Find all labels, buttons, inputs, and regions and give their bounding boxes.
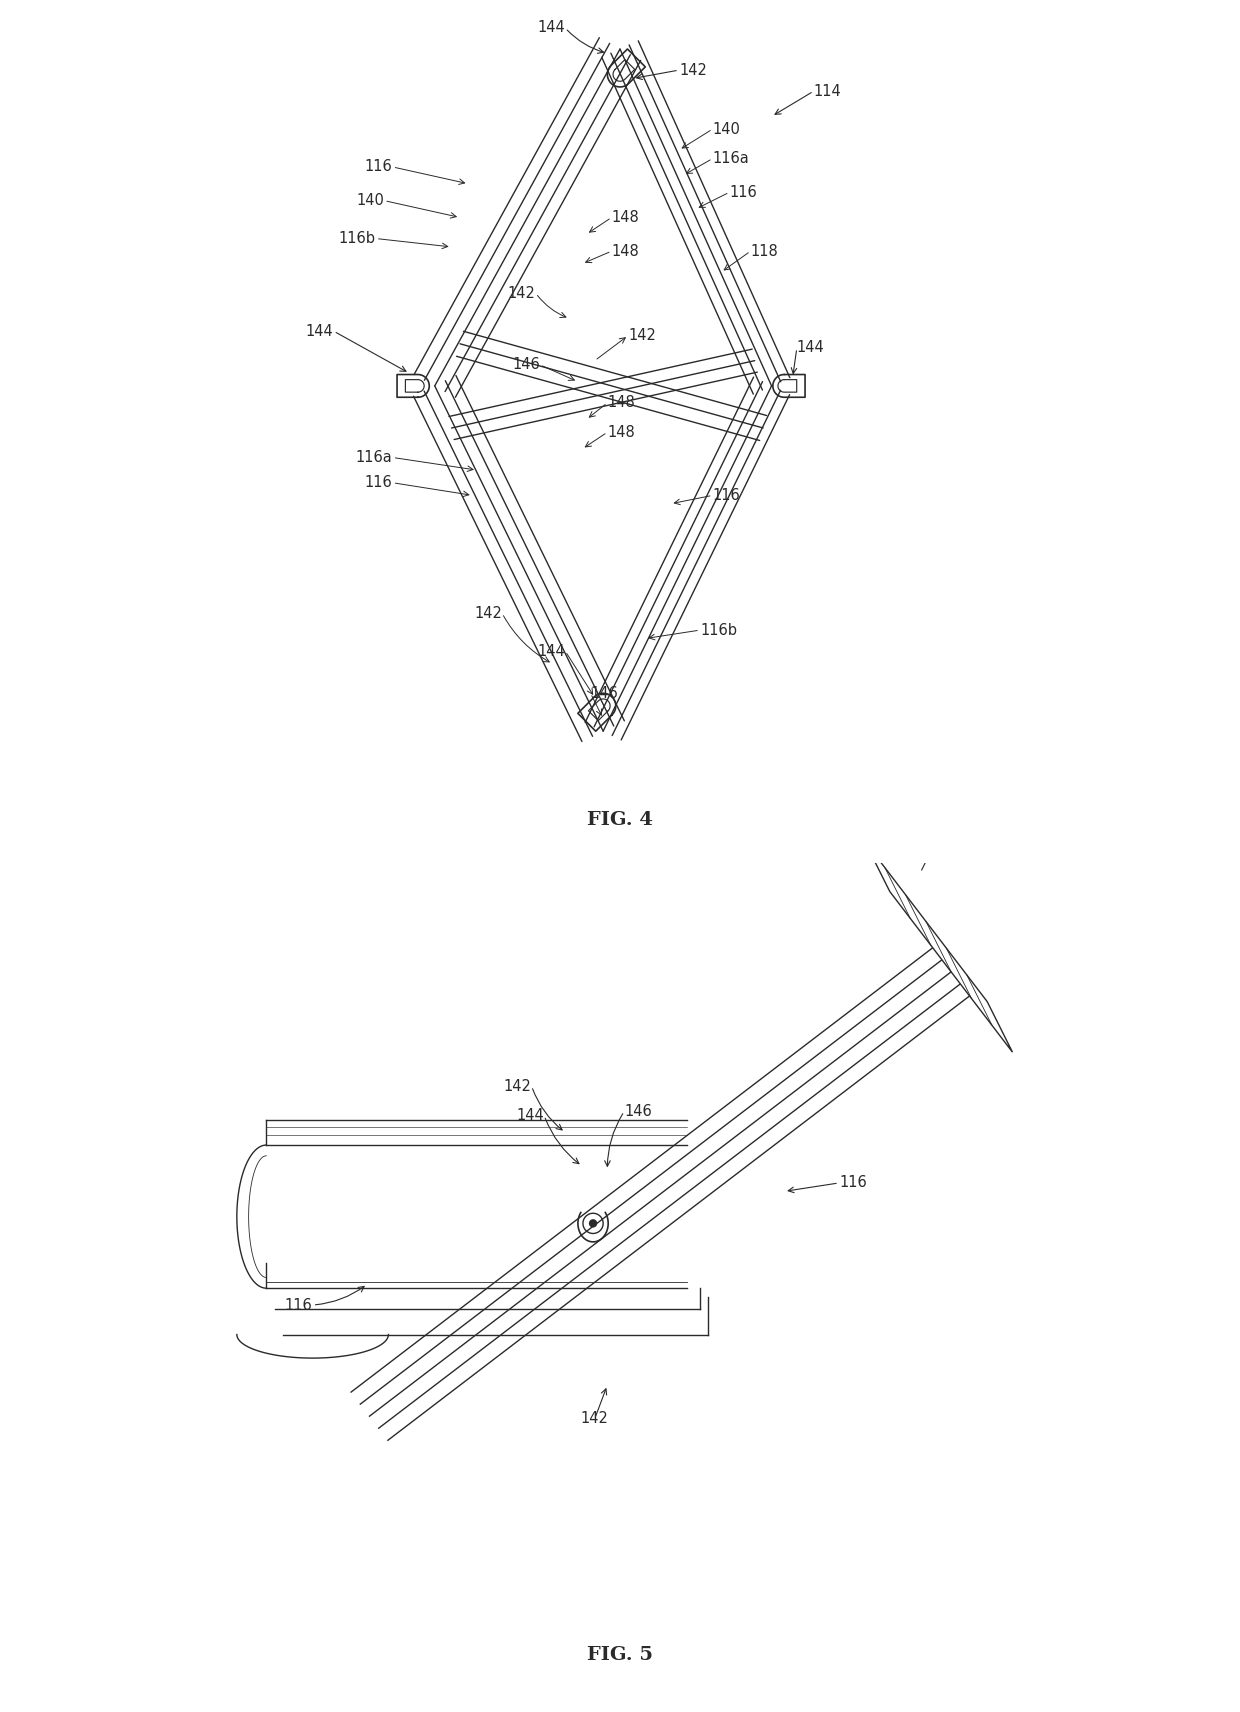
- Text: 146: 146: [624, 1104, 652, 1120]
- Text: 142: 142: [508, 286, 536, 301]
- Text: 140: 140: [356, 193, 384, 209]
- Circle shape: [589, 1219, 598, 1228]
- Text: 144: 144: [797, 341, 825, 356]
- Text: 116: 116: [713, 488, 740, 503]
- Text: 142: 142: [629, 329, 656, 342]
- Text: 116: 116: [729, 185, 758, 200]
- Text: 114: 114: [813, 84, 842, 99]
- Text: 146: 146: [512, 358, 539, 372]
- Text: 146: 146: [590, 687, 619, 700]
- Text: 116: 116: [839, 1176, 867, 1190]
- Text: 148: 148: [608, 425, 635, 440]
- Text: 116: 116: [365, 159, 393, 175]
- Text: FIG. 5: FIG. 5: [587, 1645, 653, 1664]
- Text: 148: 148: [611, 211, 640, 224]
- Text: 116a: 116a: [356, 450, 393, 466]
- Text: 140: 140: [713, 122, 740, 137]
- Text: FIG. 4: FIG. 4: [587, 810, 653, 829]
- Text: 144: 144: [517, 1108, 544, 1123]
- Text: 148: 148: [611, 243, 640, 259]
- Text: 116: 116: [365, 476, 393, 490]
- Text: 144: 144: [537, 644, 565, 659]
- Text: 116a: 116a: [713, 151, 749, 166]
- Text: 142: 142: [474, 606, 502, 621]
- Text: 118: 118: [750, 243, 779, 259]
- Text: 144: 144: [537, 21, 565, 36]
- Text: 142: 142: [680, 63, 707, 77]
- Text: 148: 148: [608, 395, 635, 411]
- Text: 116b: 116b: [701, 623, 737, 637]
- Text: 144: 144: [306, 324, 334, 339]
- Text: 142: 142: [580, 1411, 609, 1426]
- Text: 116b: 116b: [339, 231, 376, 247]
- Text: 142: 142: [503, 1079, 532, 1094]
- Text: 116: 116: [285, 1298, 312, 1313]
